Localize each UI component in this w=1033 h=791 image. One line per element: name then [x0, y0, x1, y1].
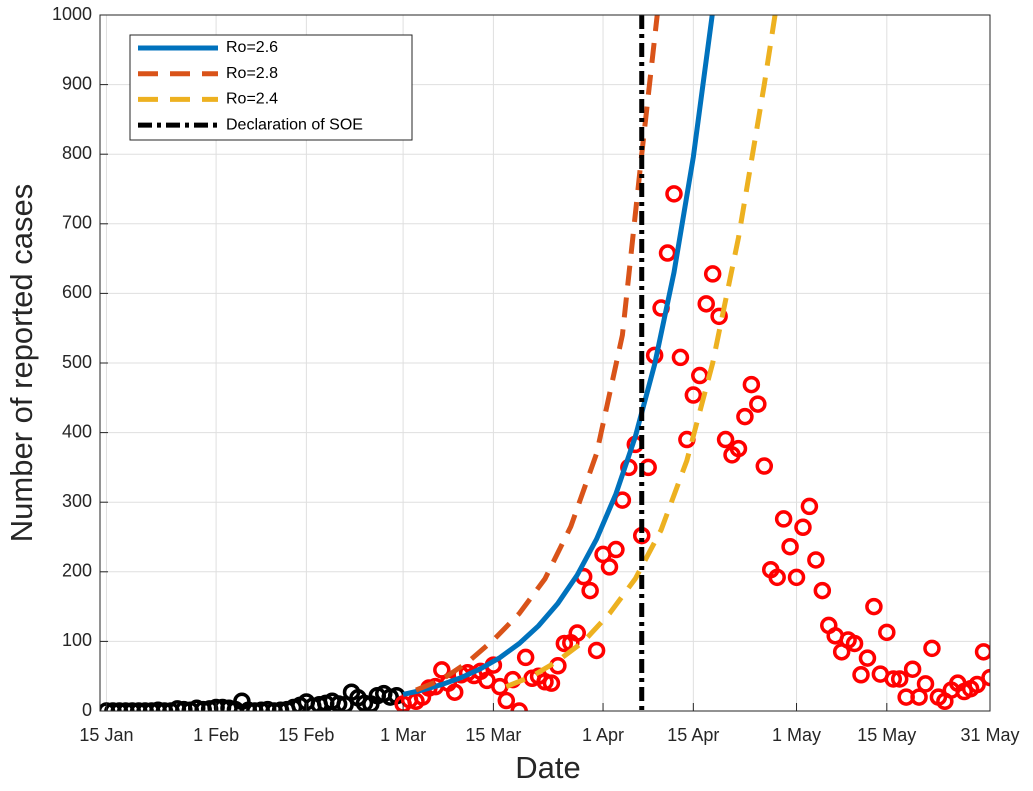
data-point: [923, 639, 941, 658]
x-tick-label: 1 Feb: [193, 725, 239, 745]
data-point: [910, 688, 928, 706]
data-point: [246, 702, 264, 711]
ticks: 15 Jan 1 Feb 15 Feb 1 Mar 15 Mar 1 Apr 15 Apr 1…: [52, 4, 1020, 745]
data-point: [878, 623, 896, 642]
data-point: [658, 244, 677, 262]
x-tick-label: 1 Mar: [380, 725, 426, 745]
y-tick-label: 100: [62, 630, 92, 650]
data-point: [542, 674, 561, 692]
data-point: [155, 702, 174, 711]
y-tick-label: 800: [62, 143, 92, 163]
data-point: [865, 597, 883, 616]
data-point: [968, 675, 986, 694]
data-point: [510, 702, 528, 711]
data-point: [497, 691, 516, 710]
data-point: [265, 702, 283, 711]
legend-label: Ro=2.6: [226, 39, 278, 56]
y-tick-label: 200: [62, 561, 92, 581]
data-point: [433, 661, 451, 679]
x-axis-label: Date: [515, 750, 580, 785]
data-point: [568, 624, 586, 642]
y-tick-label: 300: [62, 491, 92, 511]
y-tick-label: 1000: [52, 4, 92, 24]
data-point: [884, 670, 903, 688]
data-point: [703, 265, 722, 283]
data-point: [136, 702, 154, 711]
y-tick-label: 700: [62, 213, 92, 233]
data-point: [787, 568, 806, 587]
curve: [505, 15, 778, 689]
data-point: [684, 386, 703, 404]
data-point: [355, 694, 374, 711]
data-point: [555, 634, 574, 653]
data-point: [974, 643, 990, 661]
data-point: [607, 540, 625, 559]
x-tick-label: 1 May: [772, 725, 821, 745]
data-point: [755, 457, 774, 475]
data-point: [329, 695, 348, 711]
x-tick-label: 15 Apr: [667, 725, 719, 745]
data-point: [220, 699, 238, 711]
x-tick-label: 31 May: [960, 725, 1019, 745]
data-point: [445, 683, 464, 701]
data-point: [813, 581, 832, 600]
data-point: [587, 641, 606, 660]
y-tick-label: 600: [62, 282, 92, 302]
data-point: [665, 185, 683, 203]
data-point: [903, 660, 922, 678]
x-tick-label: 15 Feb: [278, 725, 334, 745]
y-axis-label: Number of reported cases: [4, 184, 39, 542]
legend-box: [129, 34, 413, 141]
data-point: [729, 439, 748, 458]
data-point: [794, 518, 812, 537]
data-point: [104, 702, 122, 711]
legend-label: Ro=2.4: [226, 91, 278, 108]
data-point: [516, 648, 535, 667]
data-point: [800, 497, 819, 516]
y-tick-label: 0: [82, 700, 92, 720]
y-tick-label: 900: [62, 73, 92, 93]
data-point: [600, 558, 619, 576]
data-point: [716, 430, 735, 449]
data-point: [123, 702, 141, 711]
data-point: [142, 702, 161, 711]
data-point: [852, 666, 870, 684]
data-point: [845, 634, 864, 653]
data-point: [916, 675, 935, 693]
data-point: [129, 702, 148, 711]
legend-label: Ro=2.8: [226, 65, 278, 82]
curve: [415, 15, 660, 693]
x-tick-label: 15 Jan: [79, 725, 133, 745]
data-point: [742, 375, 761, 394]
data-point: [981, 668, 990, 687]
x-tick-label: 1 Apr: [582, 725, 624, 745]
data-point: [736, 407, 754, 426]
marks: [100, 15, 990, 711]
data-point: [117, 702, 135, 711]
legend: Ro=2.6 Ro=2.8 Ro=2.4 Declaration of SOE: [129, 34, 413, 141]
data-point: [858, 649, 877, 667]
data-point: [710, 307, 728, 326]
data-point: [671, 348, 690, 367]
data-point: [110, 702, 129, 711]
data-point: [890, 670, 909, 688]
y-tick-label: 500: [62, 352, 92, 372]
data-point: [697, 295, 715, 313]
x-tick-label: 15 Mar: [465, 725, 521, 745]
legend-label: Declaration of SOE: [226, 116, 363, 133]
y-tick-label: 400: [62, 421, 92, 441]
data-point: [749, 395, 767, 413]
data-point: [774, 510, 793, 528]
data-point: [781, 537, 799, 556]
x-tick-label: 15 May: [857, 725, 916, 745]
data-point: [768, 568, 786, 587]
curve: [402, 15, 715, 697]
data-point: [581, 581, 599, 600]
data-point: [807, 551, 825, 569]
